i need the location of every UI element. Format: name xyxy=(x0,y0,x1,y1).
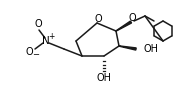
Text: +: + xyxy=(48,31,54,40)
Text: O: O xyxy=(94,13,102,23)
Text: OH: OH xyxy=(96,73,112,83)
Text: −: − xyxy=(33,50,39,59)
Text: OH: OH xyxy=(143,44,158,54)
Text: O: O xyxy=(34,19,42,29)
Polygon shape xyxy=(116,21,132,31)
Text: O: O xyxy=(128,13,136,23)
Polygon shape xyxy=(119,46,136,50)
Text: N: N xyxy=(42,36,50,46)
Text: O: O xyxy=(25,47,33,57)
